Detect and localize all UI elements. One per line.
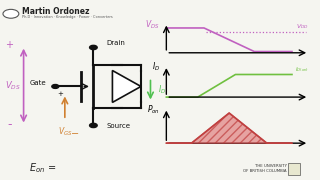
Polygon shape xyxy=(166,113,292,143)
Text: $V_{DD}$: $V_{DD}$ xyxy=(296,22,309,31)
Text: $-$: $-$ xyxy=(70,127,79,137)
Polygon shape xyxy=(112,71,141,102)
Text: -: - xyxy=(7,118,12,131)
Text: $V_{GS}$: $V_{GS}$ xyxy=(58,125,72,138)
Text: $E_{on}$ =: $E_{on}$ = xyxy=(29,161,56,175)
Text: Source: Source xyxy=(106,123,130,129)
Text: +: + xyxy=(5,40,13,50)
Text: Ph.D · Innovation · Knowledge · Power · Converters: Ph.D · Innovation · Knowledge · Power · … xyxy=(22,15,113,19)
Text: $P_{on}$: $P_{on}$ xyxy=(147,103,160,116)
Text: +: + xyxy=(57,91,63,97)
Circle shape xyxy=(90,123,97,128)
Bar xyxy=(288,163,300,175)
Text: THE UNIVERSITY
OF BRITISH COLUMBIA: THE UNIVERSITY OF BRITISH COLUMBIA xyxy=(244,164,287,173)
Text: Martin Ordonez: Martin Ordonez xyxy=(22,7,90,16)
Text: $V_{DS}$: $V_{DS}$ xyxy=(145,18,160,31)
Text: Gate: Gate xyxy=(29,80,46,86)
Circle shape xyxy=(52,84,59,88)
Text: $V_{DS}$: $V_{DS}$ xyxy=(4,79,20,92)
Text: Drain: Drain xyxy=(106,40,125,46)
Circle shape xyxy=(90,45,97,50)
Text: $I_{D(on)}$: $I_{D(on)}$ xyxy=(295,65,309,74)
Circle shape xyxy=(3,9,19,18)
Text: $I_D$: $I_D$ xyxy=(158,84,166,96)
Text: $I_D$: $I_D$ xyxy=(152,61,160,73)
